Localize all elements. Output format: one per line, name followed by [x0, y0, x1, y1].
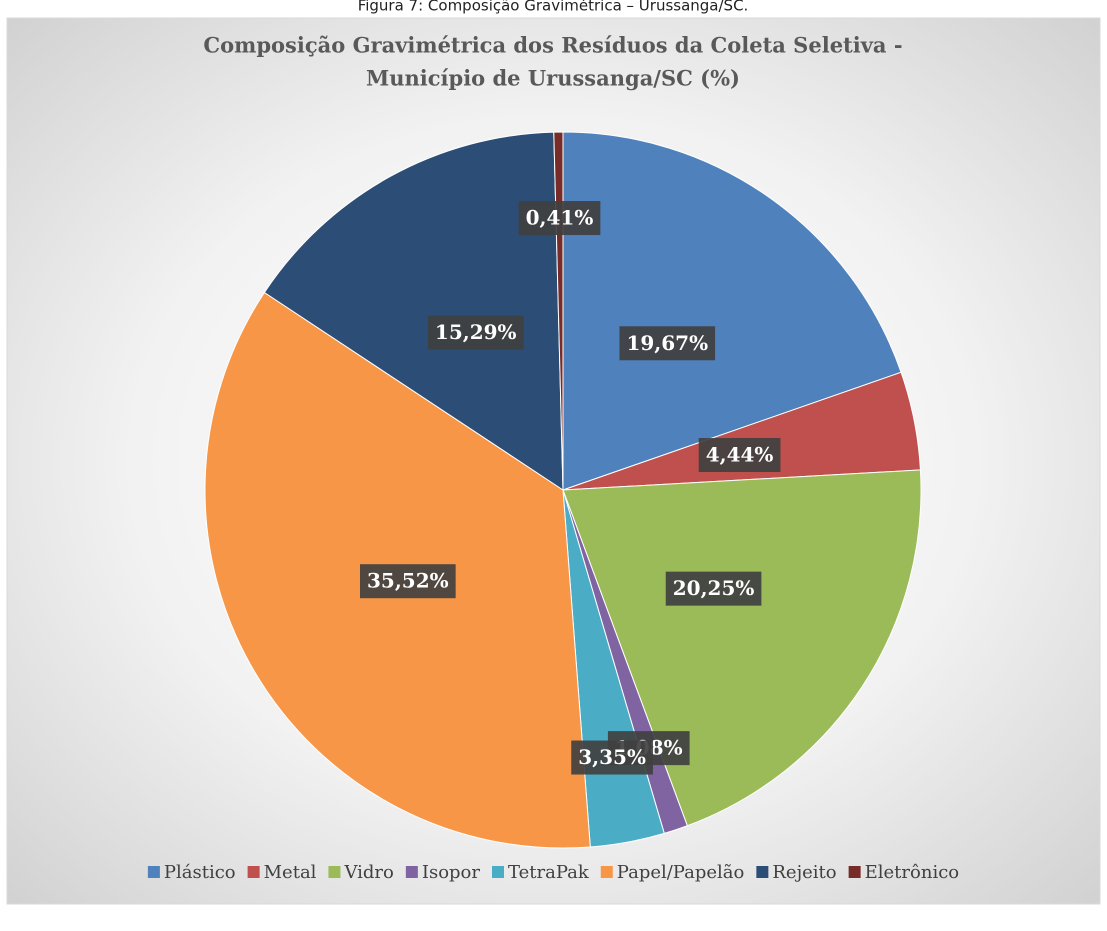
data-label-group: 15,29%: [427, 315, 524, 350]
data-label-box: [359, 564, 456, 599]
data-label: 15,29%: [435, 320, 517, 344]
legend-swatch: [328, 866, 341, 878]
legend-swatch: [147, 866, 160, 878]
legend-label: Rejeito: [772, 862, 836, 883]
legend-swatch: [756, 866, 769, 878]
data-label-box: [665, 571, 762, 606]
legend-label: Metal: [264, 862, 317, 883]
legend-label: Eletrônico: [865, 862, 960, 883]
data-label-group: 0,41%: [518, 201, 601, 236]
pie-slice: [263, 131, 564, 491]
legend-swatch: [405, 866, 418, 878]
chart-title: Município de Urussanga/SC (%): [366, 66, 740, 91]
caption: Figura 7: Composição Gravimétrica – Urus…: [358, 0, 749, 15]
data-label: 3,35%: [578, 745, 646, 769]
pie-slice: [562, 469, 922, 827]
legend-label: Papel/Papelão: [617, 862, 745, 883]
data-label-group: 19,67%: [619, 326, 716, 361]
data-label-group: 3,35%: [571, 740, 653, 775]
data-label-group: 20,25%: [665, 571, 762, 606]
data-label: 19,67%: [626, 331, 708, 355]
data-label-group: 4,44%: [698, 438, 781, 473]
legend-swatch: [600, 866, 613, 878]
data-label-group: 35,52%: [359, 564, 456, 599]
legend-label: Isopor: [422, 862, 481, 883]
data-label-box: [698, 438, 781, 473]
data-label-box: [427, 315, 524, 350]
legend-label: Vidro: [343, 862, 393, 883]
chart-title: Composição Gravimétrica dos Resíduos da …: [203, 33, 902, 58]
data-label: 20,25%: [673, 576, 755, 600]
legend-swatch: [247, 866, 260, 878]
pie-slice: [562, 131, 902, 491]
data-label: 4,44%: [706, 443, 774, 467]
legend: Plástico Metal Vidro Isopor TetraPak Papel/Pa…: [147, 862, 960, 883]
data-label: 35,52%: [367, 569, 449, 593]
legend-label: TetraPak: [508, 862, 590, 883]
data-label: 0,41%: [526, 206, 594, 230]
data-label-box: [571, 740, 653, 775]
legend-label: Plástico: [164, 862, 236, 883]
legend-swatch: [492, 866, 504, 878]
legend-swatch: [848, 866, 861, 878]
data-label-box: [518, 201, 601, 236]
data-label-box: [619, 326, 716, 361]
